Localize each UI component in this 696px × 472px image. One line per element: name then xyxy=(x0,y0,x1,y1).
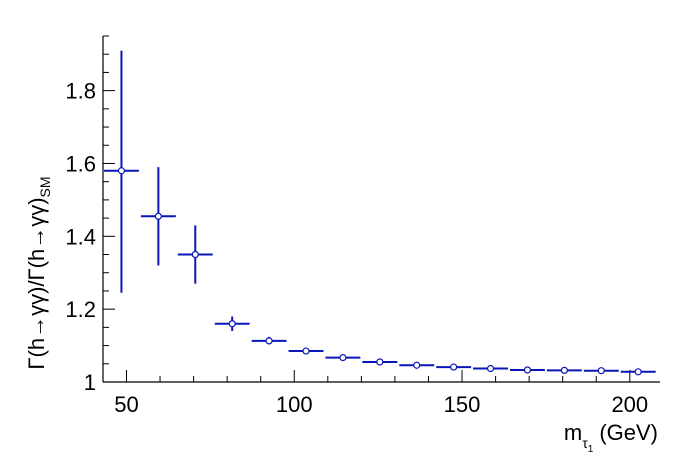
y-axis: 1 1.2 1.4 1.6 1.8 xyxy=(65,35,115,395)
data-marker xyxy=(265,337,273,345)
plot-frame xyxy=(102,36,660,383)
data-point xyxy=(546,366,582,374)
data-marker xyxy=(486,364,495,373)
data-point xyxy=(620,368,656,376)
data-point xyxy=(104,50,139,293)
data-point xyxy=(399,361,435,369)
data-marker xyxy=(302,347,310,355)
data-point xyxy=(177,225,213,284)
data-marker xyxy=(191,250,199,259)
data-marker xyxy=(450,363,458,371)
data-marker xyxy=(228,320,236,328)
x-tick-label: 150 xyxy=(444,392,481,417)
x-tick-label: 200 xyxy=(611,392,648,417)
data-marker xyxy=(523,366,532,374)
data-marker xyxy=(376,358,384,366)
data-point xyxy=(473,364,508,373)
y-tick-label: 1.8 xyxy=(65,79,96,104)
data-marker xyxy=(154,212,162,220)
data-point xyxy=(583,367,619,375)
data-point xyxy=(510,366,545,374)
data-point xyxy=(288,347,324,355)
data-point xyxy=(140,167,176,266)
data-marker xyxy=(117,167,126,175)
data-marker xyxy=(597,367,605,375)
data-marker xyxy=(634,368,642,376)
y-tick-label: 1.4 xyxy=(65,224,96,249)
data-point xyxy=(362,358,398,366)
data-point xyxy=(251,336,287,345)
data-point xyxy=(436,363,472,371)
data-point xyxy=(325,353,361,362)
x-axis-title: mτ1(GeV) xyxy=(564,420,658,455)
data-marker xyxy=(339,353,347,362)
data-marker xyxy=(413,361,421,369)
x-tick-label: 50 xyxy=(114,392,138,417)
data-point xyxy=(214,316,250,332)
x-tick-label: 100 xyxy=(276,392,313,417)
y-tick-label: 1.2 xyxy=(65,297,96,322)
y-tick-label: 1.6 xyxy=(65,151,96,176)
x-axis: 50 100 150 200 xyxy=(114,370,648,417)
y-axis-title: Γ(h→γγ)/Γ(h→γγ)SM xyxy=(24,176,53,369)
data-series xyxy=(104,50,656,376)
y-tick-label: 1 xyxy=(84,370,96,395)
data-marker xyxy=(560,366,568,374)
